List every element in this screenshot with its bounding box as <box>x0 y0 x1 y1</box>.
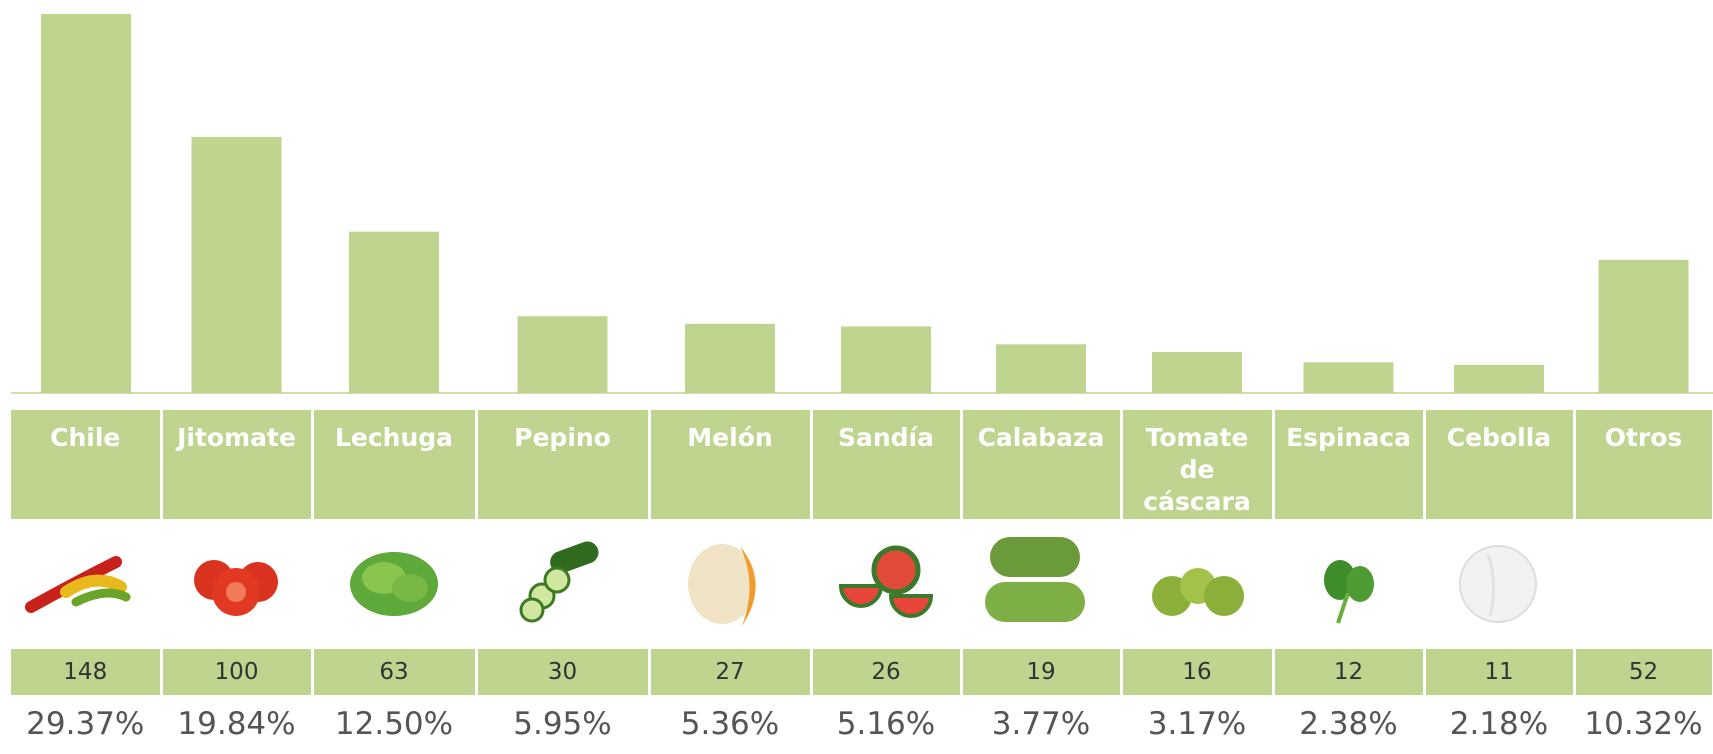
sandia-icon <box>838 545 934 618</box>
category-label-text: Cebolla <box>1446 423 1552 452</box>
category-label: Espinaca <box>1274 410 1423 519</box>
bar <box>841 326 931 393</box>
category-label-text: Tomate de cáscara <box>1143 423 1251 516</box>
bar <box>1598 259 1689 393</box>
bar <box>517 316 608 393</box>
value-label: 19 <box>962 649 1120 695</box>
category-label-text: Pepino <box>514 423 611 452</box>
chile-icon <box>25 556 131 613</box>
category-label-text: Melón <box>687 423 773 452</box>
share-label: 3.17% <box>1147 706 1247 742</box>
calabaza-icon <box>985 537 1085 622</box>
share-label: 5.36% <box>680 706 780 742</box>
bar <box>191 136 282 393</box>
melon-icon <box>688 544 756 626</box>
share-label: 12.50% <box>334 706 454 742</box>
bar <box>996 344 1086 393</box>
bar <box>1152 352 1242 393</box>
category-label-text: Lechuga <box>334 423 454 452</box>
category-label: Tomate de cáscara <box>1122 410 1272 519</box>
share-label: 19.84% <box>177 706 296 742</box>
share-label: 2.18% <box>1449 706 1549 742</box>
share-label: 3.77% <box>991 706 1091 742</box>
category-label: Calabaza <box>962 410 1120 519</box>
share-label: 5.16% <box>836 706 936 742</box>
category-label: Cebolla <box>1425 410 1573 519</box>
share-label: 2.38% <box>1299 706 1398 742</box>
category-label: Otros <box>1575 410 1712 519</box>
bar <box>1303 362 1394 393</box>
category-label-text: Otros <box>1604 423 1683 452</box>
pepino-icon <box>519 541 599 623</box>
value-label: 100 <box>162 649 311 695</box>
bar <box>41 14 131 393</box>
category-label: Jitomate <box>162 410 311 519</box>
value-label: 11 <box>1425 649 1573 695</box>
cebolla-icon <box>1459 545 1537 623</box>
share-label: 5.95% <box>513 706 612 742</box>
lechuga-icon <box>350 552 438 616</box>
bar <box>1454 364 1544 393</box>
value-label: 27 <box>650 649 810 695</box>
espinaca-icon <box>1324 560 1374 624</box>
category-label-text: Espinaca <box>1286 423 1411 452</box>
category-label: Pepino <box>477 410 648 519</box>
jitomate-icon <box>194 560 278 616</box>
category-label-text: Chile <box>50 423 121 452</box>
value-label: 148 <box>11 649 160 695</box>
category-label: Sandía <box>812 410 960 519</box>
produce-icons <box>25 537 1537 626</box>
share-label: 29.37% <box>26 706 145 742</box>
category-label: Melón <box>650 410 810 519</box>
tomate-de-cascara-icon <box>1152 568 1244 616</box>
value-label: 12 <box>1274 649 1423 695</box>
value-label: 16 <box>1122 649 1272 695</box>
category-label: Lechuga <box>313 410 475 519</box>
share-label: 10.32% <box>1584 706 1703 742</box>
value-label: 52 <box>1575 649 1712 695</box>
category-label-text: Sandía <box>837 423 934 452</box>
category-label-text: Calabaza <box>977 423 1105 452</box>
category-label: Chile <box>11 410 160 519</box>
bar <box>685 323 775 393</box>
bar <box>349 231 439 393</box>
value-label: 26 <box>812 649 960 695</box>
value-label: 30 <box>477 649 648 695</box>
value-label: 63 <box>313 649 475 695</box>
category-label-text: Jitomate <box>177 423 296 452</box>
